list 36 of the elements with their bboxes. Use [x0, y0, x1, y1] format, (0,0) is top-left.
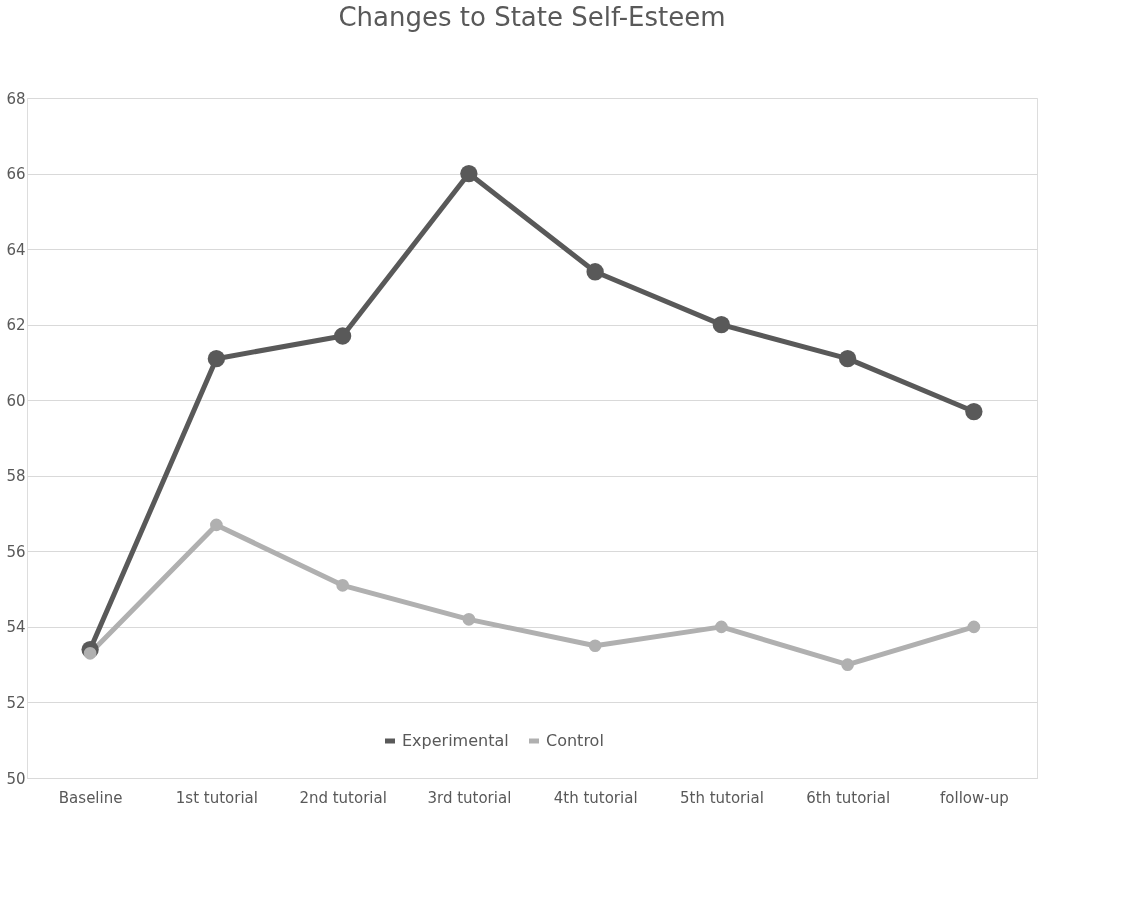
y-tick-label: 56: [6, 542, 26, 561]
y-tick-label: 68: [6, 89, 26, 108]
point: [210, 518, 223, 532]
y-tick-label: 52: [6, 693, 26, 712]
point: [967, 620, 981, 634]
point: [712, 316, 731, 334]
point: [333, 327, 352, 345]
x-tick-label: 4th tutorial: [553, 788, 638, 807]
y-tick-label: 60: [6, 391, 26, 410]
point: [715, 620, 728, 634]
point: [462, 613, 476, 626]
x-tick-label: 2nd tutorial: [299, 788, 387, 807]
point: [460, 164, 478, 183]
point: [586, 263, 604, 281]
legend-label: Experimental: [402, 731, 509, 750]
y-tick-label: 62: [6, 316, 26, 335]
point: [336, 579, 349, 592]
legend-label: Control: [546, 731, 604, 750]
chart-title: Changes to State Self-Esteem: [338, 2, 726, 32]
x-tick-label: 6th tutorial: [806, 788, 891, 807]
x-tick-label: 5th tutorial: [679, 788, 764, 807]
point: [207, 350, 226, 368]
point: [83, 647, 97, 660]
x-tick-label: follow-up: [940, 788, 1009, 807]
point: [841, 658, 854, 671]
y-tick-label: 54: [6, 618, 26, 637]
y-tick-label: 58: [6, 467, 26, 486]
point: [588, 639, 602, 653]
point: [838, 350, 857, 368]
x-tick-label: Baseline: [58, 788, 123, 807]
point: [965, 402, 983, 421]
y-tick-label: 66: [6, 165, 26, 184]
x-tick-label: 3rd tutorial: [427, 788, 512, 807]
y-tick-label: 50: [6, 769, 26, 788]
y-tick-label: 64: [6, 240, 26, 259]
x-tick-label: 1st tutorial: [175, 788, 258, 807]
